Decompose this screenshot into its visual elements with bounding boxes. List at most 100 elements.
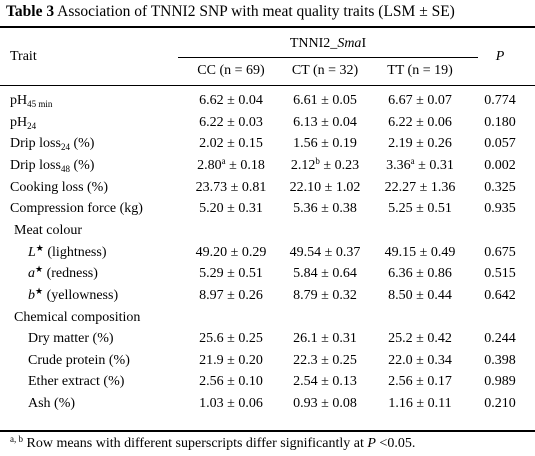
text-part: (%) <box>69 136 95 151</box>
text-part: a <box>28 266 35 281</box>
table-cell: 22.3 ± 0.25 <box>293 353 357 368</box>
table-cell: 49.15 ± 0.49 <box>384 245 456 260</box>
text-part: ± 0.18 <box>225 158 265 173</box>
table-cell: 8.50 ± 0.44 <box>388 288 452 303</box>
top-rule <box>0 26 535 28</box>
row-label: Crude protein (%) <box>28 353 130 368</box>
row-label: L★ (lightness) <box>28 244 106 261</box>
text-part: 24 <box>27 121 37 131</box>
text-part: (redness) <box>43 266 98 281</box>
text-part: a <box>221 156 226 166</box>
text-part: ± 0.23 <box>319 158 360 173</box>
text-part: ★ <box>35 264 44 274</box>
table-cell: 49.20 ± 0.29 <box>195 245 267 260</box>
row-label: a★ (redness) <box>28 265 98 282</box>
table-cell: 6.13 ± 0.04 <box>293 115 357 130</box>
table-cell: 2.56 ± 0.17 <box>388 374 452 389</box>
row-label: b★ (yellowness) <box>28 287 118 304</box>
header-genotype-ct: CT (n = 32) <box>291 63 359 78</box>
table-cell: 6.61 ± 0.05 <box>293 93 357 108</box>
table-cell: 2.12b ± 0.23 <box>270 157 380 174</box>
table-label: Table 3 <box>6 3 55 20</box>
table-cell: 8.79 ± 0.32 <box>293 288 357 303</box>
text-part: (lightness) <box>43 245 107 260</box>
text-part: ± 0.31 <box>414 158 454 173</box>
row-label: Ether extract (%) <box>28 374 125 389</box>
text-part: Drip loss <box>10 158 61 173</box>
p-value-cell: 0.325 <box>484 180 516 195</box>
p-value-cell: 0.515 <box>484 266 516 281</box>
row-label: Drip loss48 (%) <box>10 157 94 174</box>
p-value-cell: 0.210 <box>484 396 516 411</box>
table-caption: Table 3 Association of TNNI2 SNP with me… <box>6 3 455 21</box>
text-part: b <box>315 156 320 166</box>
section-chemical-composition: Chemical composition <box>14 310 141 325</box>
text-part: (%) <box>69 158 95 173</box>
table-cell: 1.56 ± 0.19 <box>293 136 357 151</box>
p-value-cell: 0.989 <box>484 374 516 389</box>
table-cell: 22.10 ± 1.02 <box>289 180 361 195</box>
table-cell: 6.36 ± 0.86 <box>388 266 452 281</box>
p-value-cell: 0.057 <box>484 136 516 151</box>
header-p: P <box>495 49 505 64</box>
footnote: a, b Row means with different superscrip… <box>10 434 416 452</box>
table-cell: 25.2 ± 0.42 <box>388 331 452 346</box>
table-cell: 49.54 ± 0.37 <box>289 245 361 260</box>
table-cell: 5.36 ± 0.38 <box>293 201 357 216</box>
section-meat-colour: Meat colour <box>14 223 83 238</box>
text-part: a <box>410 156 415 166</box>
table-cell: 2.54 ± 0.13 <box>293 374 357 389</box>
p-value-cell: 0.244 <box>484 331 516 346</box>
header-gene-rule <box>178 57 478 58</box>
table-cell: 26.1 ± 0.31 <box>293 331 357 346</box>
text-part: L <box>28 245 36 260</box>
table-cell: 5.84 ± 0.64 <box>293 266 357 281</box>
p-value-cell: 0.180 <box>484 115 516 130</box>
table-cell: 22.0 ± 0.34 <box>388 353 452 368</box>
text-part: Cooking loss (%) <box>10 180 108 195</box>
text-part: Compression force (kg) <box>10 201 143 216</box>
text-part: ★ <box>35 286 44 296</box>
table-cell: 0.93 ± 0.08 <box>293 396 357 411</box>
table-cell: 6.22 ± 0.06 <box>388 115 452 130</box>
text-part: pH <box>10 93 28 108</box>
p-value-cell: 0.935 <box>484 201 516 216</box>
text-part: ★ <box>35 243 44 253</box>
bottom-rule <box>0 430 535 432</box>
row-label: Drip loss24 (%) <box>10 135 94 152</box>
header-trait: Trait <box>10 49 37 64</box>
table-cell: 2.02 ± 0.15 <box>199 136 263 151</box>
row-label: pH45 min <box>10 92 52 109</box>
text-part: 2.12 <box>290 158 316 173</box>
text-part: (yellowness) <box>43 288 119 303</box>
text-part: b <box>28 288 35 303</box>
row-label: Compression force (kg) <box>10 200 143 217</box>
table-cell: 3.36a ± 0.31 <box>365 157 475 174</box>
text-part: Drip loss <box>10 136 61 151</box>
p-value-cell: 0.675 <box>484 245 516 260</box>
p-value-cell: 0.642 <box>484 288 516 303</box>
table-cell: 22.27 ± 1.36 <box>384 180 456 195</box>
table-cell: 1.03 ± 0.06 <box>199 396 263 411</box>
row-label: Ash (%) <box>28 396 76 411</box>
table-cell: 6.22 ± 0.03 <box>199 115 263 130</box>
table-cell: 2.56 ± 0.10 <box>199 374 263 389</box>
text-part: 3.36 <box>386 158 411 173</box>
text-part: pH <box>10 115 28 130</box>
table-cell: 6.67 ± 0.07 <box>388 93 452 108</box>
table-cell: 6.62 ± 0.04 <box>199 93 263 108</box>
header-rule <box>0 85 535 86</box>
text-part: 45 min <box>27 99 53 109</box>
table-title: Association of TNNI2 SNP with meat quali… <box>54 3 455 20</box>
row-label: Cooking loss (%) <box>10 179 108 196</box>
p-value-cell: 0.002 <box>484 158 516 173</box>
row-label: pH24 <box>10 114 36 131</box>
table-cell: 21.9 ± 0.20 <box>199 353 263 368</box>
row-label: Dry matter (%) <box>28 331 114 346</box>
table-cell: 5.25 ± 0.51 <box>388 201 452 216</box>
text-part: 24 <box>60 142 70 152</box>
header-gene: TNNI2_SmaI <box>289 36 367 51</box>
header-genotype-cc: CC (n = 69) <box>197 63 265 78</box>
p-value-cell: 0.398 <box>484 353 516 368</box>
table-cell: 2.80a ± 0.18 <box>176 157 286 174</box>
